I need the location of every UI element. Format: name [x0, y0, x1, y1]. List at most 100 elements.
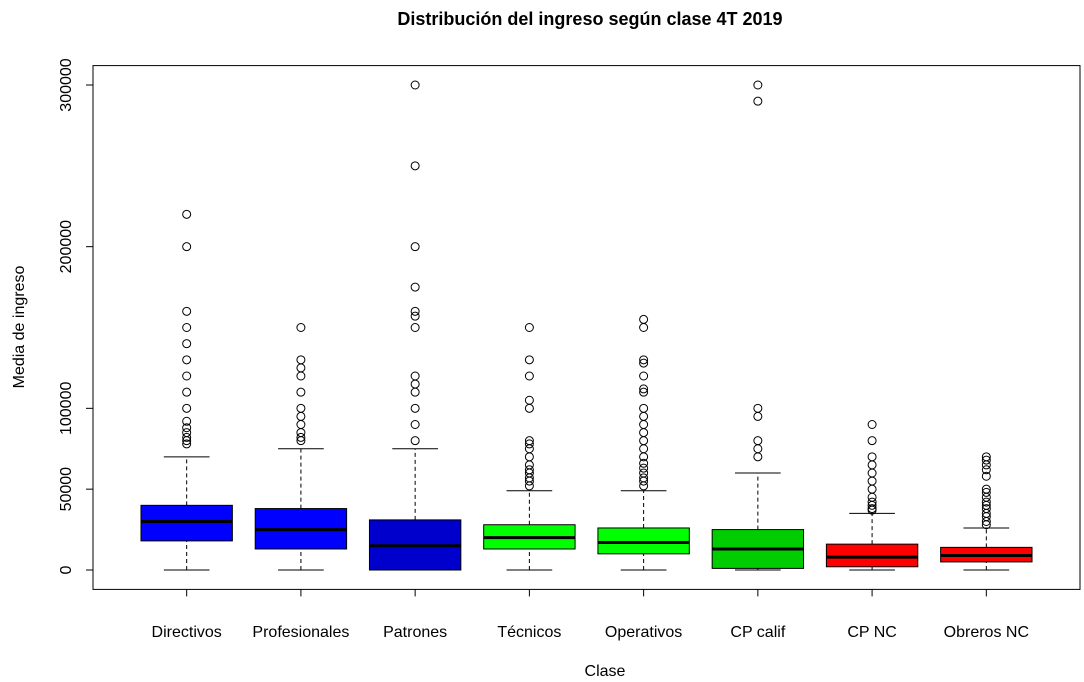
x-tick-label: Directivos — [152, 624, 222, 641]
y-axis-label: Media de ingreso — [11, 266, 28, 389]
outlier — [639, 463, 649, 473]
x-tick-label: Técnicos — [497, 624, 561, 641]
outlier — [410, 80, 420, 90]
outlier — [981, 520, 991, 530]
box — [825, 543, 919, 568]
outlier — [981, 460, 991, 470]
outlier — [867, 460, 877, 470]
outlier — [182, 209, 192, 219]
outlier — [182, 423, 192, 433]
outlier — [524, 403, 534, 413]
outlier — [410, 403, 420, 413]
outlier — [524, 439, 534, 449]
outlier — [410, 420, 420, 429]
outlier — [296, 371, 306, 381]
outlier — [981, 497, 991, 507]
outlier — [524, 371, 534, 381]
outlier — [753, 411, 763, 421]
outlier — [182, 439, 192, 449]
outlier — [867, 484, 877, 494]
outlier — [753, 403, 763, 413]
x-tick-label: CP calif — [730, 624, 785, 641]
x-tick-label: CP NC — [847, 624, 897, 641]
outlier — [639, 436, 649, 446]
outlier — [182, 432, 192, 442]
outlier — [639, 387, 649, 397]
outlier — [296, 363, 306, 373]
outlier — [524, 460, 534, 470]
outlier — [867, 420, 877, 429]
outlier — [753, 80, 763, 90]
outlier — [296, 428, 306, 438]
x-tick-label: Operativos — [605, 624, 682, 641]
y-tick-label: 300000 — [58, 58, 75, 111]
outlier — [639, 452, 649, 462]
outlier — [867, 492, 877, 502]
outlier — [182, 416, 192, 426]
outlier — [182, 339, 192, 349]
outlier — [867, 500, 877, 510]
outlier — [753, 96, 763, 106]
outlier — [410, 161, 420, 171]
outlier — [524, 323, 534, 332]
chart-title: Distribución del ingreso según clase 4T … — [397, 9, 782, 29]
outlier — [867, 476, 877, 486]
box — [597, 527, 690, 555]
outlier — [867, 505, 877, 515]
y-tick-label: 200000 — [58, 220, 75, 273]
outlier — [410, 242, 420, 252]
outlier — [639, 481, 649, 491]
x-tick-label: Obreros NC — [944, 624, 1029, 641]
outlier — [639, 384, 649, 394]
outlier — [639, 420, 649, 429]
outlier — [410, 311, 420, 321]
outlier — [524, 452, 534, 462]
outlier — [296, 420, 306, 429]
outlier — [981, 517, 991, 526]
outlier — [182, 242, 192, 252]
outlier — [524, 476, 534, 486]
outlier — [753, 436, 763, 446]
outlier — [524, 395, 534, 405]
outlier — [639, 314, 649, 324]
outlier — [296, 432, 306, 442]
y-tick-label: 0 — [58, 565, 75, 574]
outlier — [981, 465, 991, 475]
outlier — [981, 471, 991, 481]
outlier — [639, 403, 649, 413]
outlier — [981, 487, 991, 497]
outlier — [182, 403, 192, 413]
outlier — [639, 476, 649, 486]
outlier — [410, 323, 420, 332]
x-tick-label: Patrones — [383, 624, 447, 641]
outlier — [639, 458, 649, 468]
outlier — [182, 306, 192, 316]
outlier — [639, 411, 649, 421]
outlier — [410, 379, 420, 389]
outlier — [867, 468, 877, 478]
outlier — [296, 387, 306, 397]
outlier — [296, 323, 306, 332]
outlier — [296, 411, 306, 421]
outlier — [410, 371, 420, 381]
x-axis-label: Clase — [585, 663, 626, 680]
outlier — [410, 387, 420, 397]
outlier — [182, 428, 192, 438]
outlier — [182, 387, 192, 397]
y-tick-label: 100000 — [58, 382, 75, 435]
box — [140, 504, 233, 542]
outlier — [639, 428, 649, 438]
outlier — [524, 355, 534, 365]
outlier — [753, 452, 763, 462]
outlier — [867, 452, 877, 462]
outlier — [182, 371, 192, 381]
outlier — [639, 468, 649, 478]
outlier — [296, 403, 306, 413]
x-tick-label: Profesionales — [252, 624, 349, 641]
outlier — [867, 436, 877, 446]
outlier — [639, 355, 649, 365]
outlier — [410, 306, 420, 316]
outlier — [410, 282, 420, 292]
